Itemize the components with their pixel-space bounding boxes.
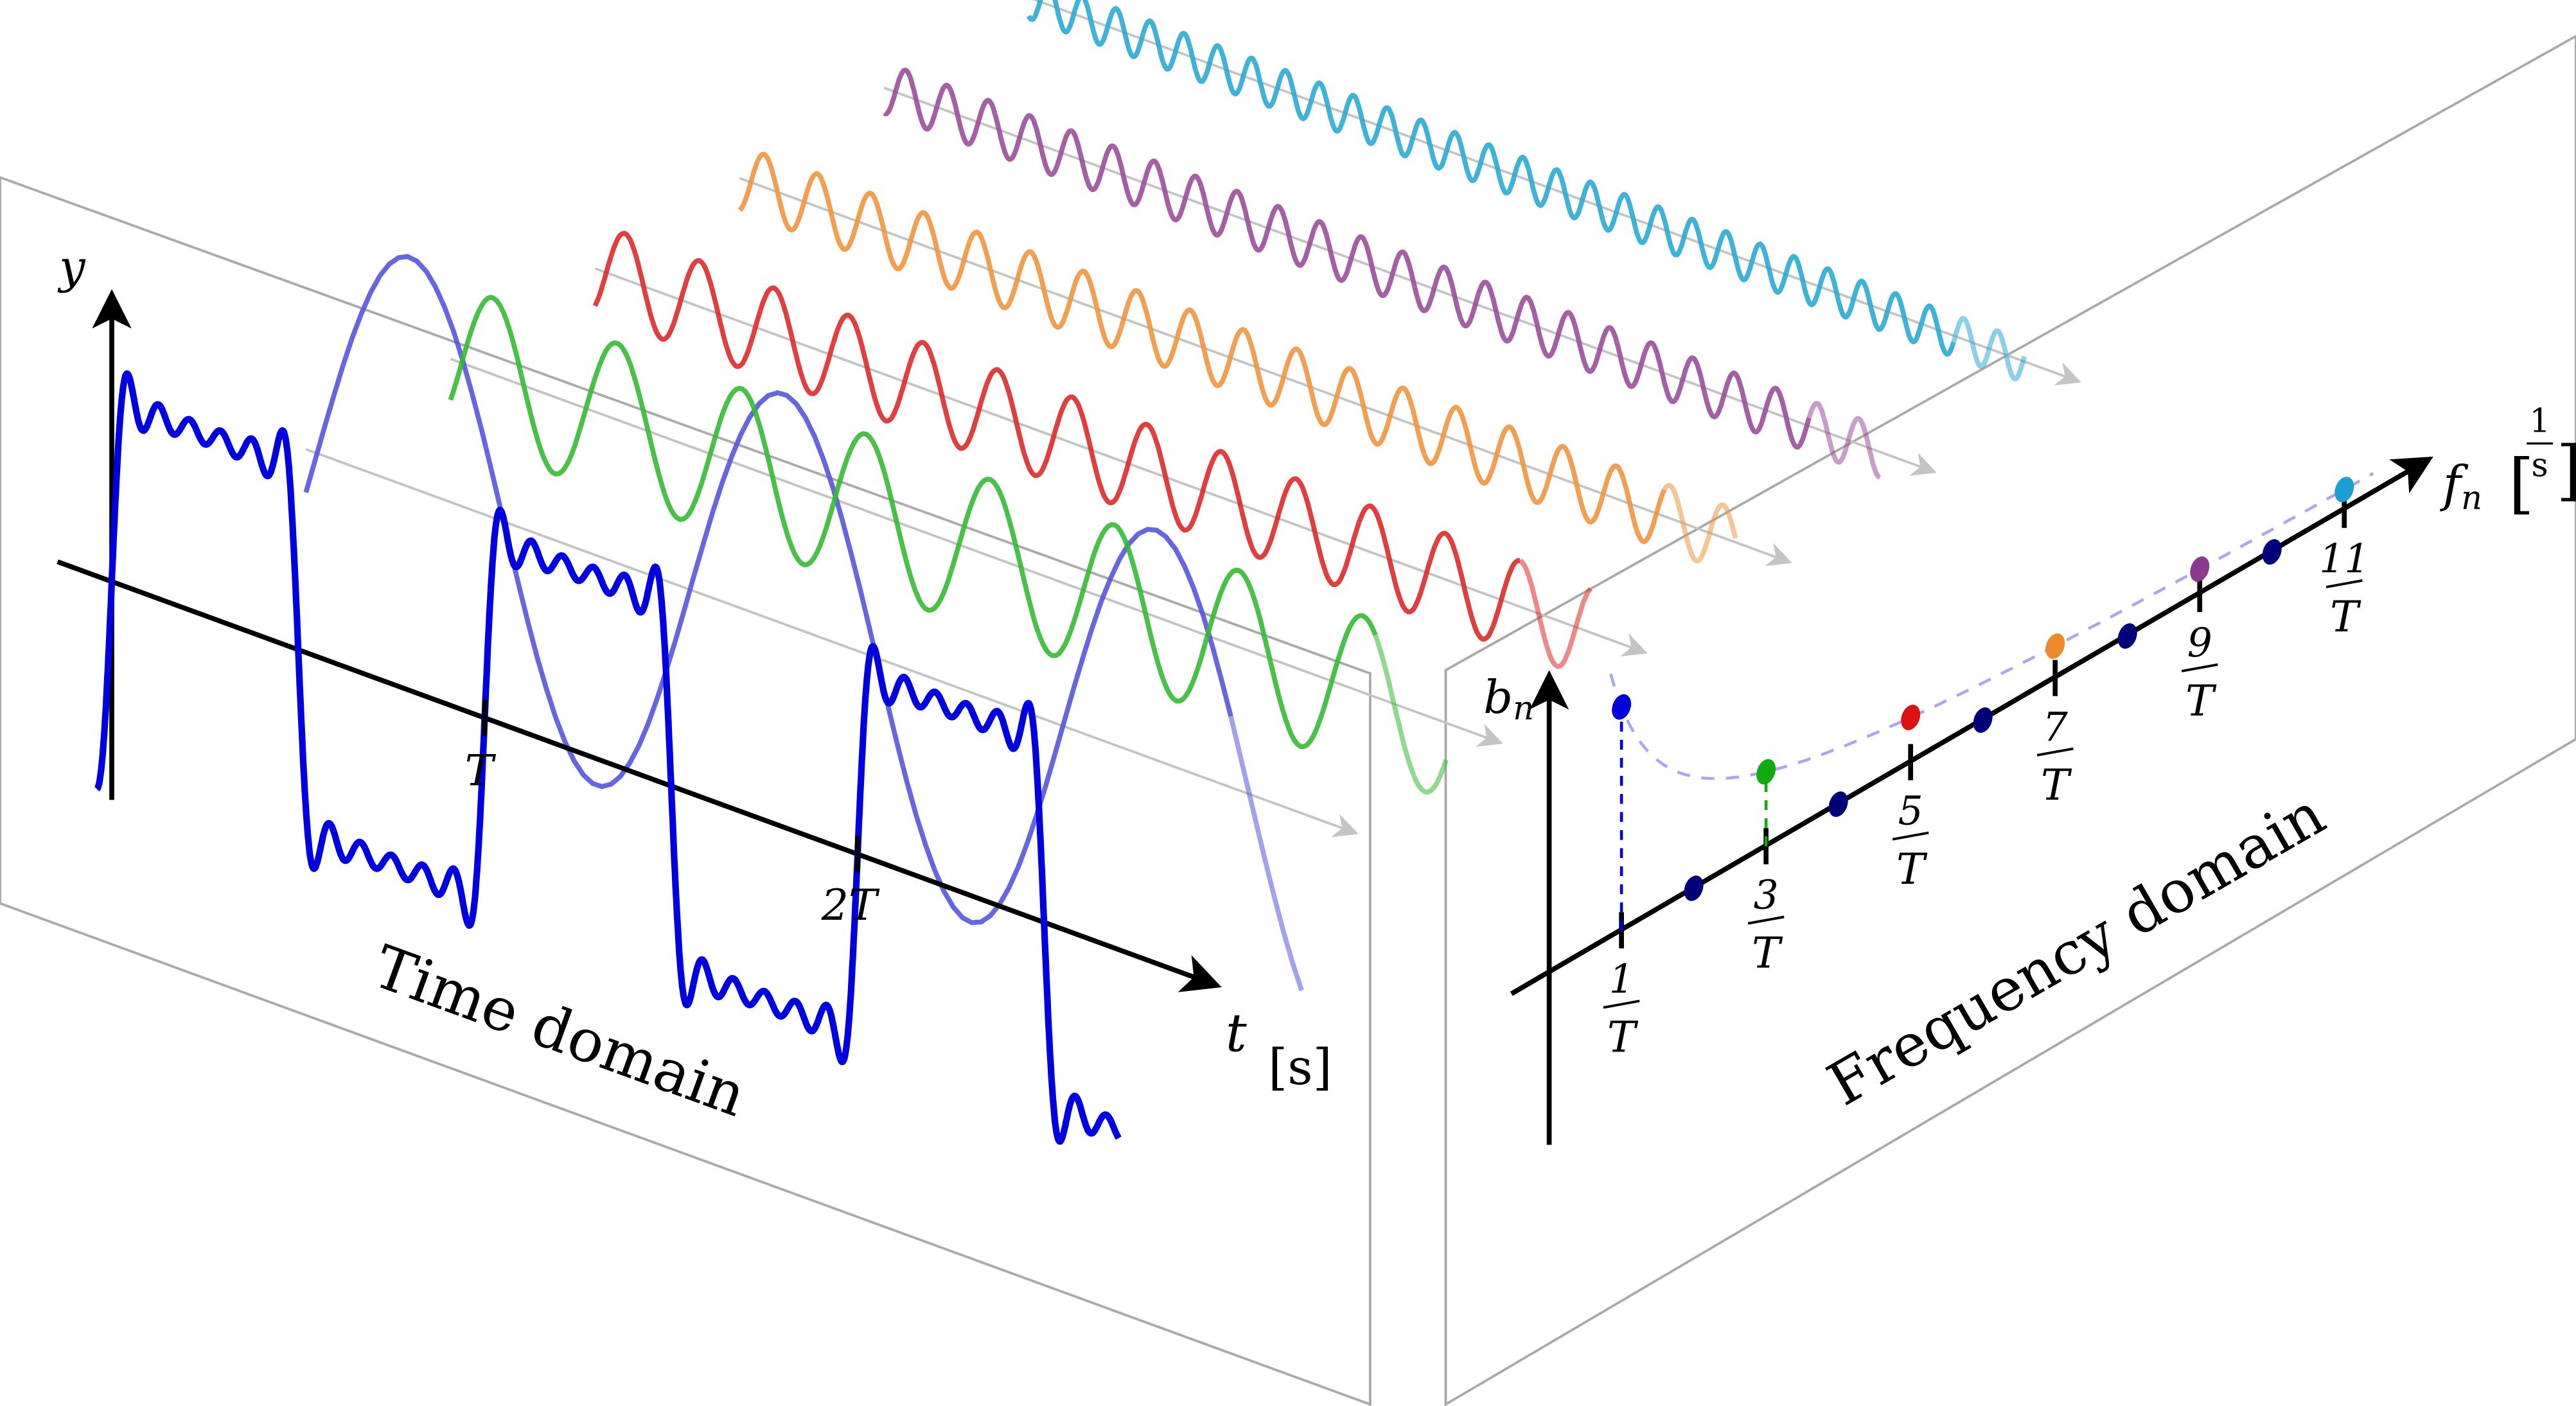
harmonic-wave-n1 — [303, 254, 1233, 926]
frequency-unit: [ 1 s ] — [2509, 403, 2576, 522]
frequency-label-bar-n1 — [1603, 999, 1640, 1009]
guide-arrow-n7 — [739, 177, 1792, 567]
frequency-label-denominator-n7: T — [2041, 760, 2072, 810]
frequency-label-numerator-n3: 3 — [1754, 873, 1779, 918]
harmonic-wave-fade-n11 — [1951, 316, 2027, 382]
harmonic-waves — [303, 0, 2027, 992]
frequency-label-denominator-n5: T — [1896, 844, 1928, 894]
frequency-label-bar-n9 — [2181, 663, 2218, 672]
guide-arrow-n3 — [450, 357, 1503, 747]
spectral-dot-n2 — [1684, 875, 1704, 901]
square-wave-partial-sum — [94, 370, 1122, 1145]
tick-label-T: T — [465, 745, 497, 795]
spectral-dot-n4 — [1828, 791, 1848, 817]
frequency-label-bar-n5 — [1892, 831, 1929, 841]
guide-arrow-n5 — [594, 267, 1648, 657]
guide-arrow-n1 — [305, 448, 1359, 838]
spectral-dot-n8 — [2117, 623, 2137, 649]
harmonic-wave-fade-n9 — [1806, 401, 1882, 480]
frequency-label-bar-n3 — [1747, 915, 1785, 925]
amplitude-axis-label: bn — [1483, 671, 1534, 728]
harmonic-wave-n7 — [737, 152, 1667, 545]
spectral-dot-n11 — [2334, 477, 2354, 502]
spectrum: 1 T 3 T 5 T 7 T 9 T 11 T — [1603, 477, 2369, 1062]
spectral-dot-n9 — [2190, 556, 2210, 582]
harmonic-wave-n3 — [448, 294, 1378, 750]
spectral-dot-n6 — [1973, 707, 1993, 733]
frequency-label-numerator-n9: 9 — [2187, 620, 2212, 666]
harmonic-wave-fade-n3 — [1373, 634, 1449, 795]
frequency-domain-panel — [1444, 34, 2576, 1406]
harmonic-wave-n9 — [883, 67, 1812, 450]
harmonic-wave-n11 — [1027, 0, 1956, 357]
harmonic-wave-fade-n1 — [1228, 716, 1304, 992]
frequency-label-numerator-n1: 1 — [1609, 957, 1634, 1003]
frequency-label-numerator-n7: 7 — [2043, 705, 2068, 750]
harmonic-wave-n5 — [592, 231, 1521, 642]
spectral-dot-n10 — [2262, 539, 2282, 565]
spectral-dot-n3 — [1756, 759, 1776, 785]
frequency-label-denominator-n1: T — [1607, 1012, 1639, 1062]
tick-label-2T: 2T — [821, 880, 880, 930]
frequency-label-denominator-n3: T — [1752, 928, 1783, 978]
y-axis-label: y — [57, 240, 86, 294]
frequency-label-denominator-n9: T — [2185, 676, 2217, 726]
frequency-label-numerator-n5: 5 — [1898, 789, 1923, 834]
frequency-label-bar-n11 — [2325, 579, 2363, 588]
unit-bracket-right: ] — [2556, 432, 2576, 509]
frequency-label-numerator-n11: 11 — [2319, 536, 2369, 582]
time-axis-label: t — [1226, 1003, 1247, 1064]
time-unit-label: [s] — [1268, 1039, 1332, 1096]
frequency-label-bar-n7 — [2036, 747, 2074, 757]
harmonic-wave-fade-n5 — [1518, 558, 1593, 669]
time-domain-panel — [0, 176, 1372, 1406]
unit-denominator: s — [2531, 447, 2548, 485]
frequency-domain-title: Frequency domain — [1817, 780, 2336, 1120]
spectral-dot-n5 — [1901, 705, 1921, 730]
harmonic-wave-fade-n7 — [1662, 482, 1738, 564]
frequency-axis-label: fn — [2440, 456, 2482, 518]
amplitude-envelope-curve — [1609, 471, 2374, 780]
spectral-dot-n7 — [2045, 633, 2065, 659]
unit-numerator: 1 — [2529, 403, 2550, 441]
unit-bracket-left: [ — [2509, 446, 2534, 522]
time-axis — [57, 559, 1222, 992]
spectral-dot-n1 — [1612, 694, 1632, 720]
frequency-label-denominator-n11: T — [2330, 592, 2361, 642]
